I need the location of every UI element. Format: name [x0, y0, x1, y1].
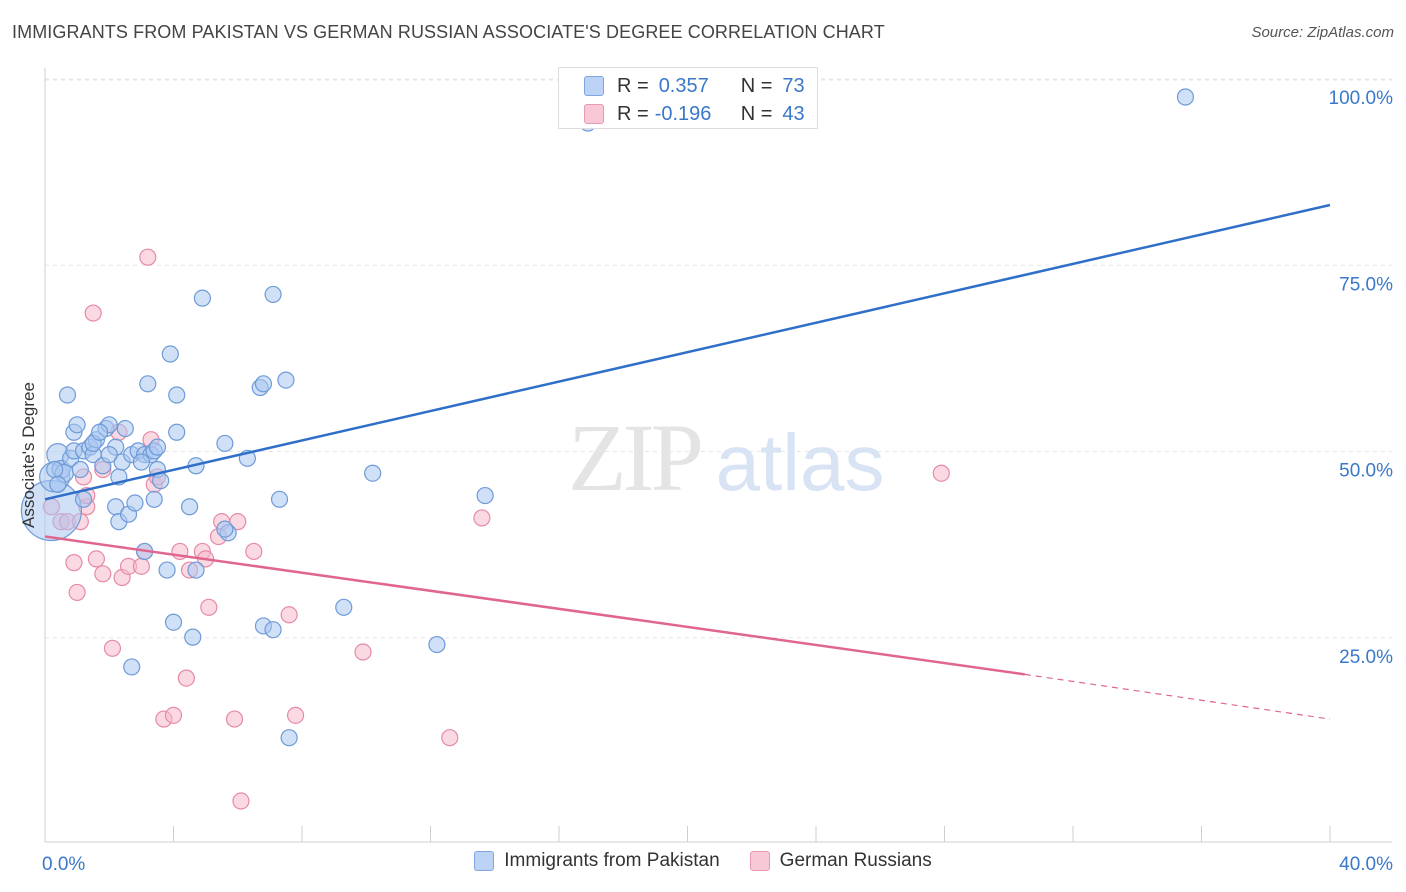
- pakistan-point: [216, 434, 234, 453]
- pakistan-point: [71, 460, 89, 479]
- y-tick-label: 75.0%: [1339, 274, 1393, 295]
- legend-label: German Russians: [779, 850, 932, 871]
- legend-item-german-russians[interactable]: German Russians: [749, 850, 932, 872]
- pakistan-point: [68, 416, 86, 434]
- german-russians-point: [94, 565, 112, 583]
- y-axis-label: Associate's Degree: [19, 382, 38, 528]
- source-label: Source: ZipAtlas.com: [1251, 24, 1394, 41]
- pakistan-point: [164, 613, 183, 631]
- german-russians-trendline: [1024, 673, 1331, 720]
- pakistan-point: [116, 419, 134, 438]
- german-russians-point: [87, 550, 106, 568]
- german-russians-point: [139, 248, 157, 266]
- legend-swatch-blue: [474, 851, 495, 871]
- pakistan-point: [254, 375, 273, 393]
- pakistan-point: [139, 375, 157, 393]
- pakistan-point: [168, 386, 186, 404]
- pakistan-point: [264, 621, 282, 639]
- pakistan-point: [132, 453, 150, 471]
- stats-swatch-pink: [584, 104, 604, 124]
- pakistan-point: [161, 345, 179, 363]
- pakistan-trendline: [44, 203, 1331, 501]
- german-russians-point: [232, 792, 250, 810]
- pakistan-point: [158, 561, 176, 579]
- german-russians-point: [84, 304, 102, 322]
- x-tick-labels: 0.0% 40.0%: [42, 854, 1393, 875]
- pakistan-point: [74, 490, 93, 508]
- german-russians-point: [932, 464, 950, 482]
- stats-r-label: R =: [617, 102, 649, 125]
- german-russians-point: [473, 509, 491, 527]
- german-russians-point: [354, 643, 372, 661]
- x-tick-label: 40.0%: [1339, 854, 1393, 875]
- german-russians-point: [286, 706, 305, 724]
- stats-n-value: 73: [782, 74, 805, 97]
- pakistan-point: [58, 386, 77, 404]
- pakistan-point: [123, 658, 141, 676]
- pakistan-point: [148, 438, 167, 456]
- axes: [44, 68, 1392, 843]
- pakistan-point: [280, 729, 298, 747]
- pakistan-point: [187, 561, 205, 579]
- x-tick-label: 0.0%: [42, 854, 85, 875]
- pakistan-point: [184, 628, 202, 646]
- german-russians-point: [229, 513, 247, 531]
- pakistan-point: [264, 285, 282, 304]
- pakistan-point: [100, 446, 118, 464]
- stats-box: R = 0.357 N = 73 R = -0.196 N = 43: [558, 67, 818, 129]
- stats-r-value: 0.357: [658, 74, 709, 97]
- german-russians-point: [200, 598, 218, 616]
- trendlines: [44, 203, 1331, 720]
- y-tick-label: 50.0%: [1339, 461, 1393, 482]
- german-russians-point: [177, 669, 195, 687]
- pakistan-point: [145, 490, 163, 508]
- y-tick-label: 25.0%: [1339, 647, 1393, 668]
- pakistan-point: [476, 486, 494, 505]
- german-russians-point: [103, 639, 122, 657]
- stats-r-value: -0.196: [654, 102, 712, 125]
- legend-item-pakistan[interactable]: Immigrants from Pakistan: [474, 850, 720, 872]
- chart-title: IMMIGRANTS FROM PAKISTAN VS GERMAN RUSSI…: [12, 22, 885, 42]
- stats-n-label: N =: [740, 74, 773, 97]
- german-russians-point: [280, 606, 298, 624]
- pakistan-point: [168, 423, 186, 441]
- legend-swatch-pink: [749, 851, 770, 871]
- pakistan-point: [46, 460, 64, 479]
- pakistan-point: [270, 490, 289, 508]
- pakistan-point: [1176, 88, 1195, 106]
- german-russians-point: [132, 557, 150, 575]
- german-russians-point: [245, 542, 263, 561]
- watermark-zip: ZIP: [568, 404, 701, 511]
- german-russians-point: [65, 554, 83, 572]
- legend: Immigrants from Pakistan German Russians: [0, 850, 1406, 872]
- pakistan-point: [335, 598, 353, 616]
- pakistan-point: [91, 423, 109, 441]
- watermark-atlas: atlas: [716, 418, 885, 507]
- german-russians-points: [42, 248, 950, 810]
- german-russians-trendline: [44, 535, 1025, 676]
- pakistan-point: [364, 464, 382, 482]
- y-tick-labels: 25.0% 50.0% 75.0% 100.0%: [1329, 88, 1394, 668]
- german-russians-point: [225, 710, 244, 728]
- pakistan-point: [126, 494, 144, 512]
- pakistan-point: [277, 371, 295, 389]
- stats-n-value: 43: [782, 102, 805, 125]
- german-russians-point: [164, 706, 183, 724]
- stats-n-label: N =: [740, 102, 773, 125]
- stats-swatch-blue: [584, 76, 604, 96]
- legend-label: Immigrants from Pakistan: [504, 850, 720, 871]
- pakistan-point: [216, 520, 234, 538]
- stats-r-label: R =: [617, 74, 649, 97]
- pakistan-point: [180, 498, 199, 516]
- y-tick-label: 100.0%: [1329, 88, 1394, 109]
- pakistan-point: [428, 635, 446, 654]
- pakistan-point: [49, 475, 67, 493]
- stats-row-blue: R = 0.357 N = 73: [584, 72, 805, 100]
- stats-row-pink: R = -0.196 N = 43: [584, 100, 805, 128]
- pakistan-point: [193, 289, 212, 307]
- watermark: ZIP atlas: [568, 404, 884, 511]
- german-russians-point: [441, 729, 459, 747]
- german-russians-point: [68, 583, 86, 602]
